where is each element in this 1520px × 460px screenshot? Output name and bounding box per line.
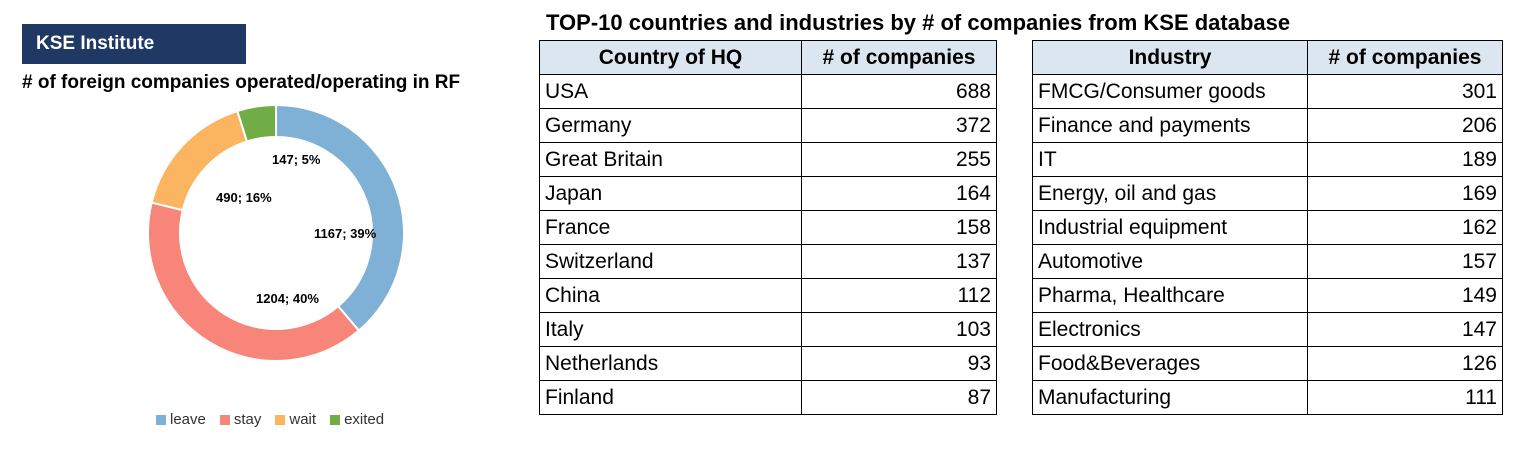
country-row: China 112 xyxy=(539,278,997,313)
industry-count-cell: 206 xyxy=(1307,108,1503,143)
brand-badge: KSE Institute xyxy=(22,24,246,64)
donut-label-exited: 147; 5% xyxy=(272,152,321,167)
country-count-cell: 164 xyxy=(801,176,997,211)
industry-name-cell: Pharma, Healthcare xyxy=(1032,278,1308,313)
legend-swatch xyxy=(219,414,230,425)
donut-chart: 1167; 39% 1204; 40% 490; 16% 147; 5% xyxy=(147,103,405,362)
industry-name-cell: IT xyxy=(1032,142,1308,177)
industry-count-cell: 169 xyxy=(1307,176,1503,211)
industry-header: Industry xyxy=(1032,40,1308,75)
industry-name-cell: Energy, oil and gas xyxy=(1032,176,1308,211)
country-name-cell: France xyxy=(539,210,802,245)
country-count-cell: 255 xyxy=(801,142,997,177)
country-name-cell: Switzerland xyxy=(539,244,802,279)
industry-count-cell: 147 xyxy=(1307,312,1503,347)
industry-count-cell: 149 xyxy=(1307,278,1503,313)
industry-count-cell: 111 xyxy=(1307,380,1503,415)
industry-row: Pharma, Healthcare 149 xyxy=(1032,278,1503,313)
country-table: Country of HQ # of companies USA 688 Germa… xyxy=(539,40,997,415)
industry-row: Industrial equipment 162 xyxy=(1032,210,1503,245)
country-header: Country of HQ xyxy=(539,40,802,75)
legend-label: stay xyxy=(233,411,262,428)
legend-swatch xyxy=(275,414,286,425)
tables-title: TOP-10 countries and industries by # of … xyxy=(546,10,1291,35)
industry-row: Energy, oil and gas 169 xyxy=(1032,176,1503,211)
legend-item-stay: stay xyxy=(219,411,262,428)
donut-chart-title: # of foreign companies operated/operatin… xyxy=(22,72,461,93)
country-count-header: # of companies xyxy=(801,40,997,75)
donut-slice-stay xyxy=(147,201,361,362)
country-name-cell: Japan xyxy=(539,176,802,211)
industry-count-cell: 189 xyxy=(1307,142,1503,177)
country-name-cell: Italy xyxy=(539,312,802,347)
country-row: Great Britain 255 xyxy=(539,142,997,177)
country-count-cell: 688 xyxy=(801,74,997,109)
legend-item-leave: leave xyxy=(156,411,206,428)
donut-label-stay: 1204; 40% xyxy=(256,291,319,306)
industry-name-cell: Food&Beverages xyxy=(1032,346,1308,381)
country-count-cell: 372 xyxy=(801,108,997,143)
industry-row: Electronics 147 xyxy=(1032,312,1503,347)
country-row: France 158 xyxy=(539,210,997,245)
country-count-cell: 112 xyxy=(801,278,997,313)
country-row: Japan 164 xyxy=(539,176,997,211)
industry-count-cell: 162 xyxy=(1307,210,1503,245)
legend-swatch xyxy=(156,414,166,425)
donut-slice-exited xyxy=(236,103,277,143)
donut-label-wait: 490; 16% xyxy=(216,190,272,205)
industry-count-cell: 301 xyxy=(1307,74,1503,109)
legend-item-exited: exited xyxy=(330,411,384,428)
industry-table: Industry # of companies FMCG/Consumer go… xyxy=(1032,40,1503,415)
legend-label: exited xyxy=(344,411,385,428)
country-count-cell: 93 xyxy=(801,346,997,381)
donut-label-leave: 1167; 39% xyxy=(314,226,377,241)
industry-name-cell: Finance and payments xyxy=(1032,108,1308,143)
industry-name-cell: Electronics xyxy=(1032,312,1308,347)
industry-row: FMCG/Consumer goods 301 xyxy=(1032,74,1503,109)
country-row: USA 688 xyxy=(539,74,997,109)
legend-label: leave xyxy=(170,411,206,428)
industry-row: Automotive 157 xyxy=(1032,244,1503,279)
legend-item-wait: wait xyxy=(275,411,316,428)
chart-legend: leave stay wait exited xyxy=(156,411,384,428)
industry-count-header: # of companies xyxy=(1307,40,1503,75)
country-name-cell: Finland xyxy=(539,380,802,415)
industry-count-cell: 157 xyxy=(1307,244,1503,279)
country-name-cell: China xyxy=(539,278,802,313)
country-row: Switzerland 137 xyxy=(539,244,997,279)
country-name-cell: Great Britain xyxy=(539,142,802,177)
industry-row: Food&Beverages 126 xyxy=(1032,346,1503,381)
industry-row: IT 189 xyxy=(1032,142,1503,177)
country-row: Italy 103 xyxy=(539,312,997,347)
industry-row: Manufacturing 111 xyxy=(1032,380,1503,415)
industry-row: Finance and payments 206 xyxy=(1032,108,1503,143)
country-row: Netherlands 93 xyxy=(539,346,997,381)
industry-name-cell: FMCG/Consumer goods xyxy=(1032,74,1308,109)
industry-count-cell: 126 xyxy=(1307,346,1503,381)
country-name-cell: Netherlands xyxy=(539,346,802,381)
industry-name-cell: Automotive xyxy=(1032,244,1308,279)
country-row: Germany 372 xyxy=(539,108,997,143)
country-name-cell: USA xyxy=(539,74,802,109)
country-name-cell: Germany xyxy=(539,108,802,143)
country-count-cell: 103 xyxy=(801,312,997,347)
country-count-cell: 158 xyxy=(801,210,997,245)
industry-name-cell: Manufacturing xyxy=(1032,380,1308,415)
legend-label: wait xyxy=(289,411,317,428)
legend-swatch xyxy=(330,414,341,425)
donut-slice-leave xyxy=(275,103,405,332)
country-count-cell: 87 xyxy=(801,380,997,415)
country-count-cell: 137 xyxy=(801,244,997,279)
industry-name-cell: Industrial equipment xyxy=(1032,210,1308,245)
country-row: Finland 87 xyxy=(539,380,997,415)
